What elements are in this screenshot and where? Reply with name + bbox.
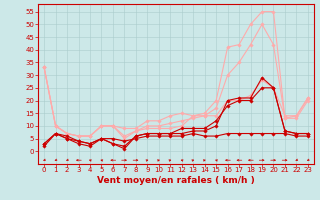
X-axis label: Vent moyen/en rafales ( km/h ): Vent moyen/en rafales ( km/h ) xyxy=(97,176,255,185)
